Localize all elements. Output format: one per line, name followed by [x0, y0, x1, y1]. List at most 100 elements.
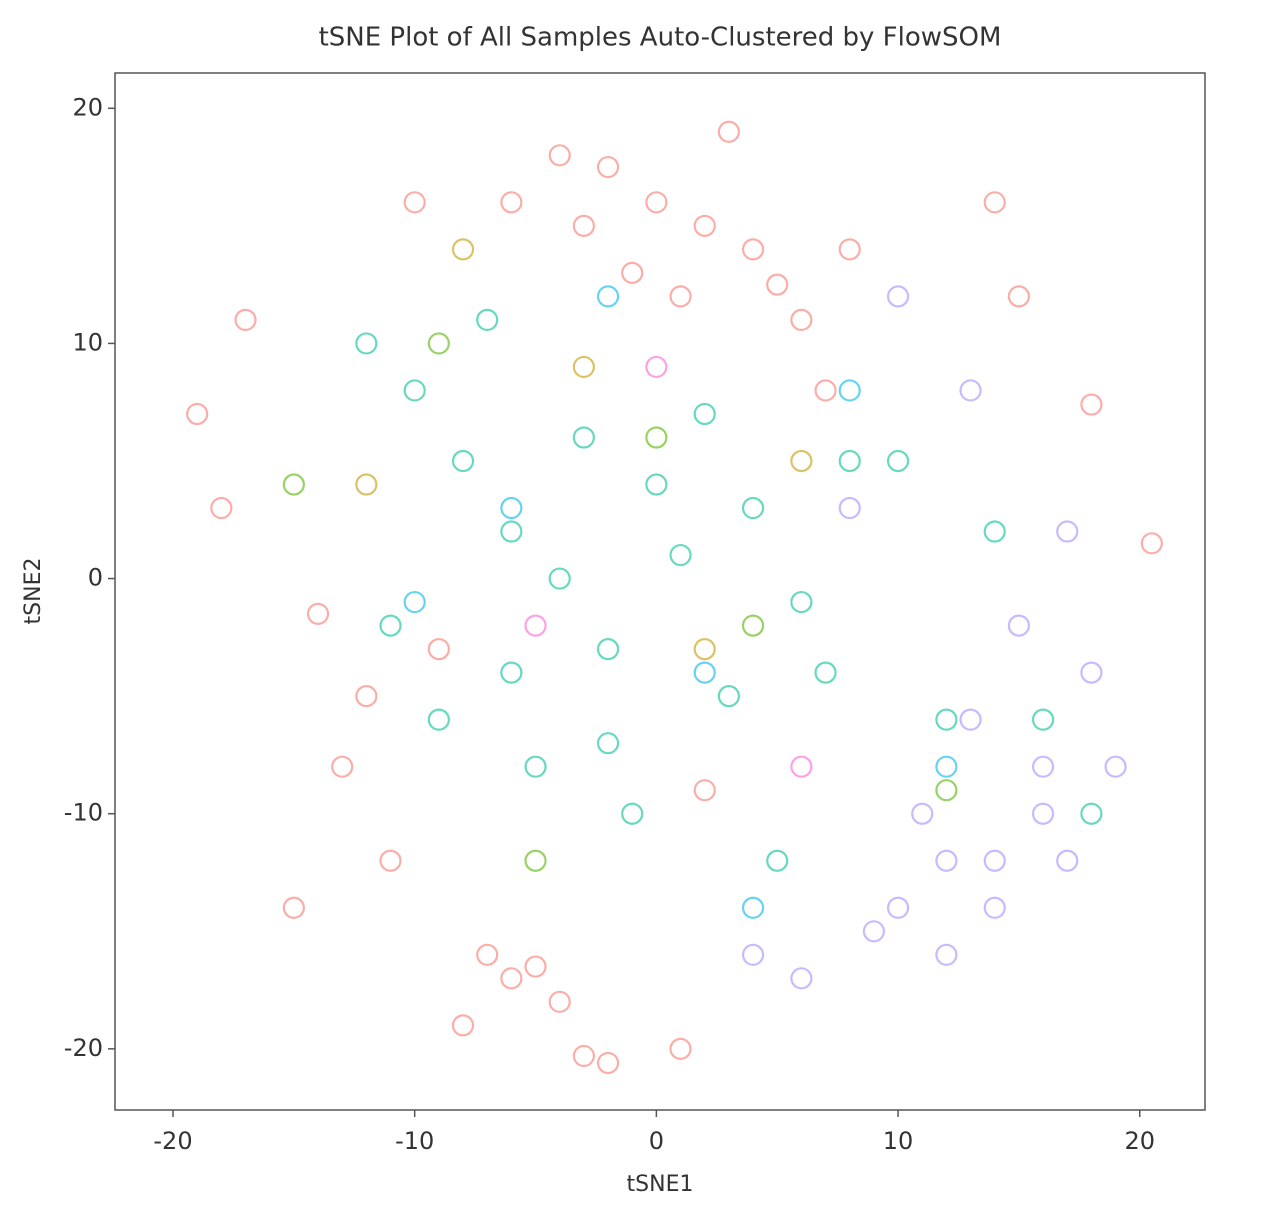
point	[403, 379, 426, 402]
point	[983, 191, 1006, 214]
point	[1031, 708, 1055, 731]
point	[741, 943, 765, 966]
point	[572, 214, 595, 237]
point	[886, 449, 910, 473]
point	[186, 402, 209, 426]
point	[596, 732, 620, 755]
point	[427, 638, 450, 661]
point	[210, 496, 233, 520]
y-tick-label: 0	[88, 564, 103, 592]
point	[548, 990, 571, 1013]
x-axis-label: tSNE1	[627, 1172, 694, 1197]
point	[1104, 755, 1127, 778]
x-tick-label: 20	[1124, 1127, 1155, 1155]
point	[935, 779, 958, 802]
point	[403, 590, 426, 614]
point	[572, 426, 595, 449]
point	[693, 214, 716, 237]
point	[403, 191, 426, 214]
point	[790, 449, 813, 473]
point	[282, 896, 305, 919]
point	[717, 120, 740, 143]
point	[621, 261, 644, 284]
point	[596, 1051, 620, 1075]
point	[234, 308, 257, 332]
point	[693, 779, 716, 802]
point	[935, 943, 958, 966]
point	[1031, 755, 1055, 778]
point	[814, 379, 837, 402]
point	[548, 144, 571, 167]
point	[1080, 393, 1103, 416]
point	[645, 355, 668, 379]
chart-title: tSNE Plot of All Samples Auto-Clustered …	[319, 23, 1002, 53]
point	[500, 520, 523, 543]
point	[500, 967, 523, 990]
y-tick-label: 20	[72, 93, 103, 121]
point	[572, 355, 595, 379]
point	[524, 849, 547, 872]
point	[282, 473, 305, 496]
point	[1007, 614, 1031, 637]
point	[306, 602, 330, 625]
y-tick-label: -20	[64, 1034, 103, 1062]
point	[959, 379, 982, 402]
point	[1080, 802, 1103, 825]
point	[451, 1014, 475, 1037]
point	[355, 685, 378, 708]
point	[838, 496, 861, 520]
point	[524, 955, 547, 978]
point	[548, 567, 571, 590]
point	[476, 943, 499, 966]
point	[935, 849, 958, 872]
point	[427, 332, 450, 355]
point	[790, 590, 813, 614]
point	[669, 285, 692, 308]
point	[476, 308, 499, 332]
point	[814, 661, 837, 684]
point	[1056, 849, 1079, 872]
point	[741, 896, 765, 919]
point	[983, 849, 1006, 872]
point	[766, 273, 789, 296]
point	[790, 308, 813, 332]
point	[645, 191, 668, 214]
x-tick-label: -10	[395, 1127, 434, 1155]
point	[1056, 520, 1079, 543]
point	[451, 238, 475, 261]
point	[524, 755, 547, 778]
point	[693, 638, 716, 661]
point	[596, 285, 620, 308]
x-tick-label: 10	[883, 1127, 914, 1155]
point	[983, 896, 1006, 919]
point	[1140, 532, 1163, 555]
point	[331, 755, 354, 778]
point	[959, 708, 982, 731]
point	[1080, 661, 1103, 684]
point	[741, 614, 765, 637]
point	[717, 685, 740, 708]
plot-panel	[114, 72, 1206, 1111]
x-tick-label: 0	[649, 1127, 664, 1155]
point	[572, 1044, 595, 1068]
point	[524, 614, 547, 637]
point	[355, 473, 378, 496]
y-axis-label: tSNE2	[21, 558, 46, 625]
point	[983, 520, 1006, 543]
y-tick-label: 10	[72, 328, 103, 356]
point	[596, 155, 620, 179]
point	[500, 191, 523, 214]
point	[693, 661, 716, 684]
point	[741, 238, 765, 261]
point	[500, 496, 523, 520]
point	[645, 426, 668, 449]
y-tick-label: -10	[64, 799, 103, 827]
point	[886, 285, 910, 308]
point	[935, 755, 958, 778]
point	[862, 920, 885, 943]
x-tick-label: -20	[153, 1127, 192, 1155]
point	[379, 614, 402, 637]
point	[379, 849, 402, 872]
